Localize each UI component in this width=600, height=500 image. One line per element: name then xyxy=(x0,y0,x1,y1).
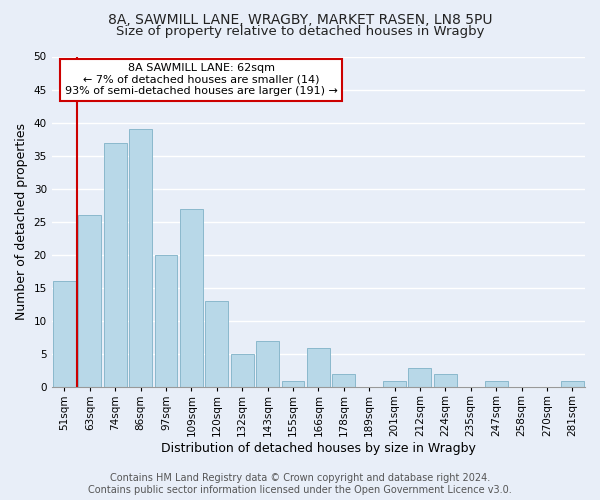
Bar xyxy=(53,282,76,388)
Bar xyxy=(307,348,330,388)
Text: Contains HM Land Registry data © Crown copyright and database right 2024.
Contai: Contains HM Land Registry data © Crown c… xyxy=(88,474,512,495)
X-axis label: Distribution of detached houses by size in Wragby: Distribution of detached houses by size … xyxy=(161,442,476,455)
Text: 8A SAWMILL LANE: 62sqm
← 7% of detached houses are smaller (14)
93% of semi-deta: 8A SAWMILL LANE: 62sqm ← 7% of detached … xyxy=(65,63,337,96)
Bar xyxy=(79,216,101,388)
Text: Size of property relative to detached houses in Wragby: Size of property relative to detached ho… xyxy=(116,25,484,38)
Bar xyxy=(231,354,254,388)
Bar xyxy=(409,368,431,388)
Bar xyxy=(332,374,355,388)
Bar xyxy=(485,381,508,388)
Bar xyxy=(205,302,228,388)
Bar xyxy=(561,381,584,388)
Bar xyxy=(180,208,203,388)
Text: 8A, SAWMILL LANE, WRAGBY, MARKET RASEN, LN8 5PU: 8A, SAWMILL LANE, WRAGBY, MARKET RASEN, … xyxy=(108,12,492,26)
Bar xyxy=(383,381,406,388)
Bar xyxy=(281,381,304,388)
Bar xyxy=(129,130,152,388)
Bar xyxy=(155,255,178,388)
Bar xyxy=(104,142,127,388)
Bar xyxy=(256,341,279,388)
Bar xyxy=(434,374,457,388)
Y-axis label: Number of detached properties: Number of detached properties xyxy=(15,124,28,320)
